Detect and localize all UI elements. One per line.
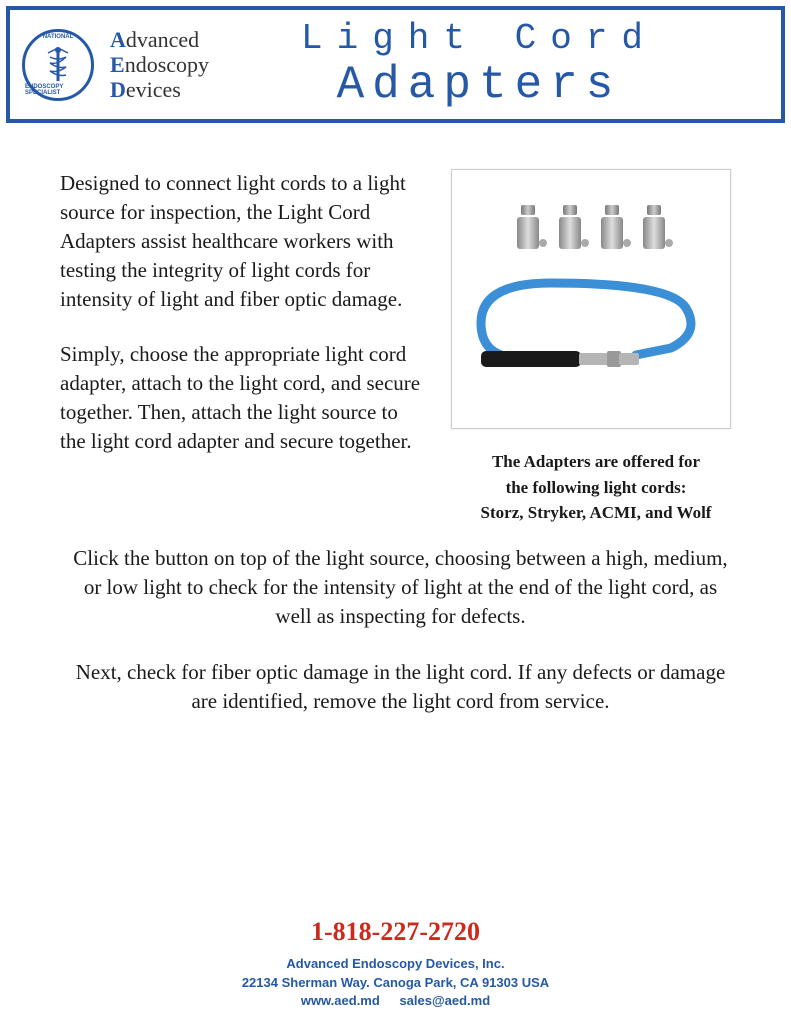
content-area: Designed to connect light cords to a lig… [0,129,791,716]
footer-address: 22134 Sherman Way. Canoga Park, CA 91303… [0,974,791,992]
caduceus-icon [44,45,72,85]
paragraph-1: Designed to connect light cords to a lig… [60,169,421,314]
intro-text: Designed to connect light cords to a lig… [60,169,421,526]
footer-company: Advanced Endoscopy Devices, Inc. [0,955,791,973]
adapter-icon [513,205,543,253]
title-line-2: Adapters [209,59,749,111]
paragraph-4: Next, check for fiber optic damage in th… [70,658,731,717]
footer-website: www.aed.md [301,993,380,1008]
top-section: Designed to connect light cords to a lig… [60,169,741,526]
logo-seal: NATIONAL ENDOSCOPY SPECIALIST [22,29,94,101]
header-banner: NATIONAL ENDOSCOPY SPECIALIST Advanced E… [6,6,785,123]
phone-number: 1-818-227-2720 [0,917,791,947]
adapter-icon [597,205,627,253]
product-caption: The Adapters are offered for the followi… [451,449,741,526]
paragraph-3: Click the button on top of the light sou… [70,544,731,632]
seal-top-text: NATIONAL [43,34,74,40]
instruction-text: Click the button on top of the light sou… [60,544,741,717]
adapter-icon [639,205,669,253]
product-image-box [451,169,731,429]
adapter-icon [555,205,585,253]
caption-line-3: Storz, Stryker, ACMI, and Wolf [451,500,741,526]
footer-links: www.aed.md sales@aed.md [0,992,791,1010]
product-column: The Adapters are offered for the followi… [451,169,741,526]
adapter-row [513,205,669,253]
caption-line-1: The Adapters are offered for [451,449,741,475]
seal-bottom-text: ENDOSCOPY SPECIALIST [25,84,91,96]
paragraph-2: Simply, choose the appropriate light cor… [60,340,421,456]
company-name: Advanced Endoscopy Devices [110,27,209,103]
cable-illustration [471,263,711,393]
footer-email: sales@aed.md [399,993,490,1008]
page-title: Light Cord Adapters [209,18,769,111]
footer: 1-818-227-2720 Advanced Endoscopy Device… [0,917,791,1010]
title-line-1: Light Cord [209,18,749,59]
caption-line-2: the following light cords: [451,475,741,501]
